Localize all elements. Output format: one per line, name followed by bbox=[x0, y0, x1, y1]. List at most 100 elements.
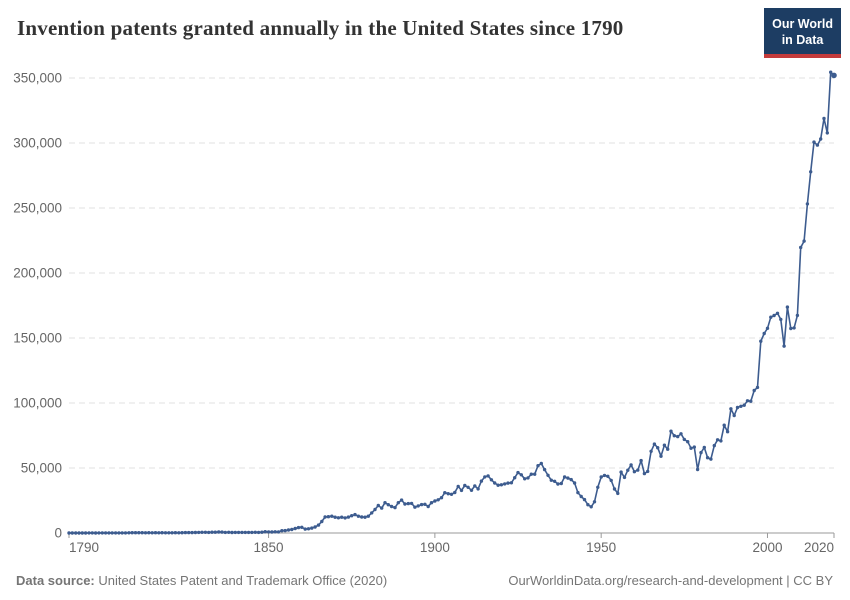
data-point bbox=[466, 485, 470, 489]
owid-logo[interactable]: Our World in Data bbox=[764, 8, 841, 58]
data-point bbox=[290, 527, 294, 532]
data-point bbox=[276, 530, 281, 534]
data-point bbox=[652, 442, 657, 446]
data-point bbox=[709, 457, 713, 461]
data-point bbox=[722, 423, 726, 427]
data-point bbox=[699, 450, 703, 455]
data-point bbox=[729, 407, 733, 411]
svg-text:1900: 1900 bbox=[420, 540, 450, 555]
data-point bbox=[705, 456, 710, 460]
data-point bbox=[227, 530, 231, 534]
data-point bbox=[639, 458, 643, 463]
data-point bbox=[423, 502, 427, 506]
data-point bbox=[775, 311, 780, 315]
data-point bbox=[330, 514, 334, 518]
data-point bbox=[429, 501, 434, 505]
data-point bbox=[346, 515, 351, 519]
data-point bbox=[373, 507, 377, 512]
data-point bbox=[143, 531, 148, 535]
data-point bbox=[140, 531, 144, 535]
data-point bbox=[792, 326, 796, 330]
svg-text:100,000: 100,000 bbox=[13, 396, 62, 411]
data-point bbox=[303, 527, 307, 531]
data-point bbox=[266, 530, 271, 534]
data-point bbox=[323, 515, 327, 519]
owid-logo-line2: in Data bbox=[781, 33, 824, 48]
data-point bbox=[582, 497, 587, 502]
data-point bbox=[236, 530, 241, 535]
data-point bbox=[812, 140, 816, 144]
data-point bbox=[599, 475, 603, 479]
data-point bbox=[725, 430, 730, 434]
data-point bbox=[825, 131, 829, 135]
data-point bbox=[343, 516, 347, 520]
data-point bbox=[592, 500, 597, 504]
data-point bbox=[376, 503, 380, 508]
data-point bbox=[253, 530, 257, 534]
data-point bbox=[87, 531, 91, 535]
data-point bbox=[453, 490, 457, 495]
data-point bbox=[636, 468, 640, 472]
data-point bbox=[197, 530, 201, 535]
svg-text:350,000: 350,000 bbox=[13, 71, 62, 86]
data-point bbox=[320, 519, 324, 524]
data-point bbox=[170, 531, 174, 535]
data-point bbox=[263, 530, 267, 534]
data-point bbox=[831, 72, 837, 79]
data-point bbox=[399, 498, 404, 502]
data-point bbox=[782, 344, 786, 348]
data-point bbox=[393, 505, 397, 510]
data-point bbox=[702, 445, 706, 450]
data-point bbox=[742, 403, 746, 407]
data-point bbox=[509, 481, 514, 485]
data-point bbox=[523, 477, 527, 481]
data-point bbox=[805, 202, 810, 206]
data-point bbox=[695, 467, 700, 472]
data-point bbox=[340, 515, 344, 519]
data-point bbox=[536, 464, 540, 468]
data-point bbox=[230, 530, 234, 535]
data-point bbox=[160, 531, 164, 535]
data-point bbox=[300, 525, 304, 529]
data-point bbox=[463, 483, 467, 488]
data-point bbox=[90, 531, 95, 535]
data-point bbox=[203, 530, 208, 534]
data-point bbox=[802, 239, 806, 243]
data-point bbox=[513, 476, 517, 480]
data-point bbox=[529, 472, 533, 476]
data-point bbox=[310, 526, 314, 530]
data-source: Data source: United States Patent and Tr… bbox=[16, 573, 387, 588]
data-point bbox=[829, 70, 833, 74]
data-point bbox=[602, 473, 607, 478]
data-point bbox=[187, 530, 191, 535]
data-point bbox=[127, 531, 131, 535]
data-point bbox=[313, 525, 317, 529]
data-point bbox=[483, 475, 487, 479]
data-point bbox=[549, 478, 553, 482]
footer-link[interactable]: OurWorldinData.org/research-and-developm… bbox=[508, 573, 833, 588]
svg-text:1950: 1950 bbox=[586, 540, 616, 555]
data-point bbox=[519, 473, 523, 477]
data-point bbox=[370, 511, 374, 515]
data-point bbox=[426, 504, 430, 509]
data-point bbox=[759, 339, 763, 343]
data-point bbox=[579, 494, 583, 499]
data-point bbox=[167, 531, 171, 535]
svg-text:300,000: 300,000 bbox=[13, 136, 62, 151]
data-point bbox=[606, 474, 610, 478]
svg-text:200,000: 200,000 bbox=[13, 266, 62, 281]
data-point bbox=[562, 475, 567, 479]
data-point bbox=[819, 137, 823, 141]
data-point bbox=[177, 531, 181, 535]
data-point bbox=[70, 531, 75, 535]
data-point bbox=[326, 515, 331, 519]
data-point bbox=[632, 470, 637, 474]
svg-text:2000: 2000 bbox=[752, 540, 782, 555]
svg-text:1850: 1850 bbox=[254, 540, 284, 555]
data-point bbox=[576, 490, 580, 495]
data-point bbox=[280, 529, 284, 533]
data-source-text: United States Patent and Trademark Offic… bbox=[94, 573, 388, 588]
patents-line-chart: 0 50,000 100,000 150,000 200,000 250,000 300,0… bbox=[13, 70, 837, 555]
data-point bbox=[223, 530, 227, 535]
data-point bbox=[456, 484, 460, 489]
